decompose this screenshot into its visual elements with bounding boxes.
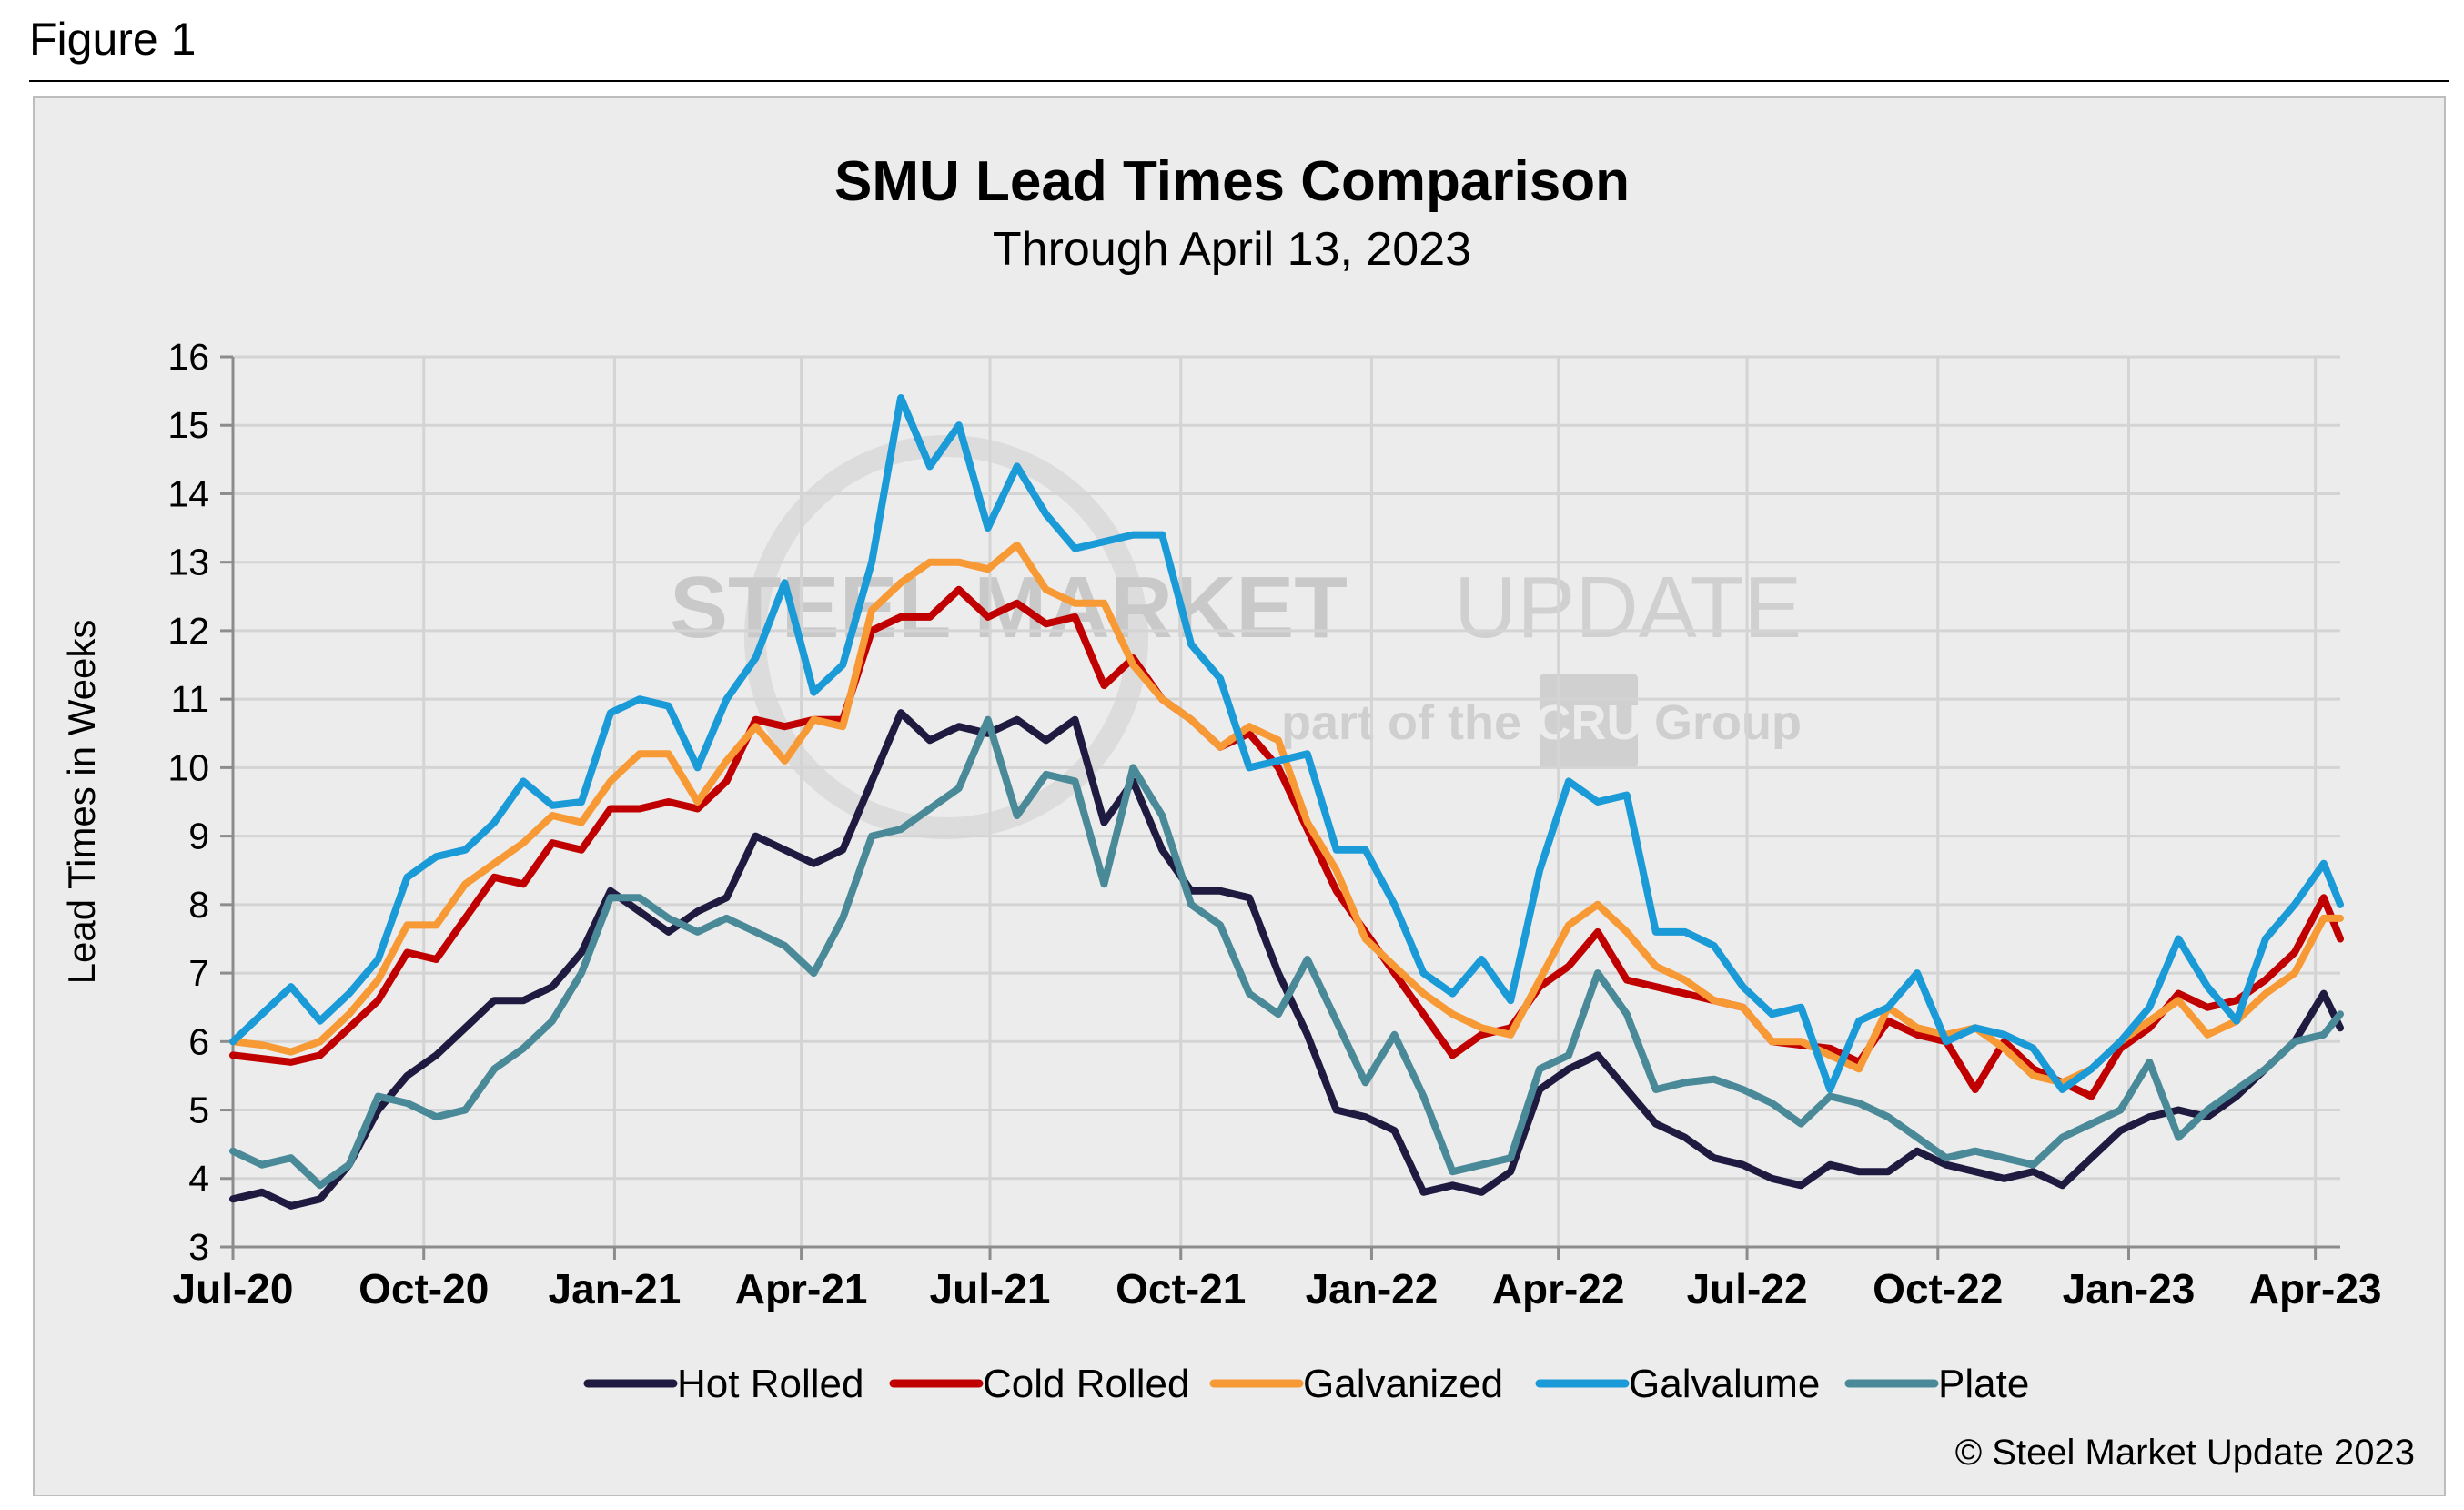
y-tick-label: 11 bbox=[170, 678, 209, 720]
y-tick-label: 13 bbox=[167, 542, 209, 583]
watermark-line2-pre: part of the bbox=[1281, 695, 1521, 750]
y-axis-label: Lead Times in Weeks bbox=[60, 620, 103, 985]
legend: Hot Rolled Cold Rolled Galvanized Galvalume… bbox=[583, 1362, 2029, 1406]
series-line-galvanized bbox=[229, 541, 2344, 1087]
y-tick-label: 3 bbox=[188, 1226, 209, 1268]
x-tick-label: Jan-22 bbox=[1306, 1265, 1439, 1312]
x-axis-ticks: Jul-20 Oct-20 Jan-21 Apr-21 Jul-21 Oct-21 Jan-… bbox=[173, 1247, 2382, 1312]
x-tick-label: Jul-22 bbox=[1687, 1265, 1808, 1312]
watermark-line1-thin: UPDATE bbox=[1454, 559, 1802, 656]
x-tick-label: Apr-21 bbox=[735, 1265, 868, 1312]
chart-panel bbox=[33, 96, 2446, 1496]
y-tick-label: 7 bbox=[188, 952, 209, 994]
figure-label: Figure 1 bbox=[29, 14, 197, 65]
figure-divider bbox=[29, 80, 2449, 82]
y-axis-ticks: 3 4 5 6 7 8 9 10 11 12 13 14 15 16 bbox=[167, 336, 233, 1268]
chart-title: SMU Lead Times Comparison bbox=[834, 150, 1630, 213]
x-tick-label: Jul-21 bbox=[930, 1265, 1051, 1312]
y-tick-label: 5 bbox=[188, 1089, 209, 1131]
watermark: STEEL MARKET UPDATE part of the CRU Grou… bbox=[670, 435, 1802, 839]
legend-label-plate: Plate bbox=[1938, 1362, 2029, 1406]
legend-label-galvalume: Galvalume bbox=[1629, 1362, 1820, 1406]
x-tick-label: Oct-22 bbox=[1873, 1265, 2003, 1312]
y-tick-label: 8 bbox=[188, 884, 209, 926]
series-line-hot-rolled bbox=[229, 709, 2344, 1210]
x-tick-label: Apr-22 bbox=[1492, 1265, 1625, 1312]
series-line-cold-rolled bbox=[229, 585, 2344, 1100]
series-line-galvalume bbox=[229, 394, 2344, 1093]
legend-label-hot-rolled: Hot Rolled bbox=[677, 1362, 863, 1406]
y-tick-label: 16 bbox=[167, 336, 209, 378]
y-tick-label: 10 bbox=[167, 746, 209, 788]
chart-subtitle: Through April 13, 2023 bbox=[992, 223, 1472, 276]
x-tick-label: Jan-23 bbox=[2063, 1265, 2196, 1312]
watermark-line2-post: Group bbox=[1654, 695, 1802, 750]
x-tick-label: Oct-21 bbox=[1116, 1265, 1246, 1312]
watermark-logo-text: CRU bbox=[1536, 695, 1642, 750]
y-tick-label: 14 bbox=[167, 472, 209, 514]
legend-label-cold-rolled: Cold Rolled bbox=[983, 1362, 1189, 1406]
x-tick-label: Oct-20 bbox=[358, 1265, 489, 1312]
y-tick-label: 12 bbox=[167, 610, 209, 652]
y-tick-label: 9 bbox=[188, 816, 209, 857]
y-tick-label: 6 bbox=[188, 1020, 209, 1062]
series-line-plate bbox=[229, 715, 2344, 1190]
watermark-logo-box bbox=[1540, 674, 1638, 768]
copyright-note: © Steel Market Update 2023 bbox=[1954, 1433, 2415, 1473]
x-tick-label: Apr-23 bbox=[2249, 1265, 2382, 1312]
x-tick-label: Jul-20 bbox=[173, 1265, 294, 1312]
legend-label-galvanized: Galvanized bbox=[1303, 1362, 1503, 1406]
y-tick-label: 15 bbox=[167, 404, 209, 446]
y-tick-label: 4 bbox=[188, 1158, 209, 1200]
x-tick-label: Jan-21 bbox=[549, 1265, 682, 1312]
series-lines bbox=[229, 394, 2344, 1210]
